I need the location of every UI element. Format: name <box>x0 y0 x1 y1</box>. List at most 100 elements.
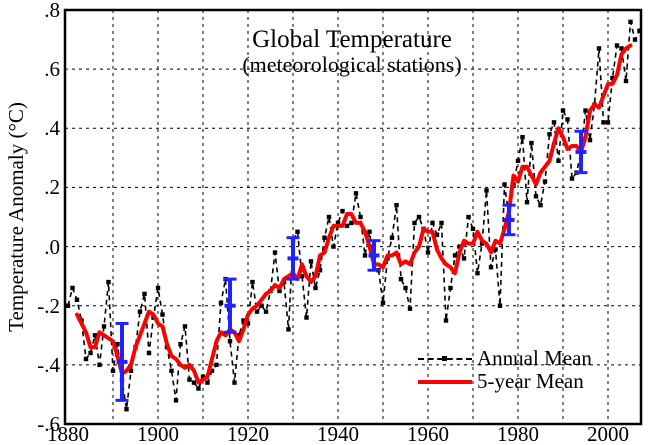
y-tick-label: -.6 <box>37 412 60 436</box>
legend-five-year-sample <box>418 379 472 384</box>
annual-mean-point <box>538 202 543 208</box>
annual-mean-point <box>502 182 507 187</box>
annual-mean-point <box>407 306 413 311</box>
error-bar <box>367 239 381 272</box>
annual-mean-point <box>425 250 431 255</box>
annual-mean-point <box>443 318 449 323</box>
annual-mean-point <box>470 226 476 232</box>
annual-mean-point <box>245 321 251 326</box>
annual-mean-point <box>173 398 179 403</box>
y-tick-label: .6 <box>44 57 60 82</box>
annual-mean-point <box>308 259 314 264</box>
annual-mean-point <box>448 285 453 291</box>
y-tick-label: .2 <box>44 175 60 200</box>
annual-mean-point <box>169 368 174 373</box>
annual-mean-point <box>632 37 638 42</box>
annual-mean-point <box>92 333 98 338</box>
annual-mean-point <box>619 46 624 51</box>
annual-mean-point <box>488 265 494 270</box>
plot-frame <box>63 8 643 426</box>
annual-mean-point <box>277 288 282 294</box>
annual-mean-point <box>416 214 422 220</box>
annual-mean-point <box>389 235 395 240</box>
annual-mean-point <box>367 229 372 234</box>
annual-mean-point <box>362 253 368 258</box>
annual-mean-point <box>475 270 480 276</box>
annual-mean-point <box>551 120 557 125</box>
y-tick-label: .4 <box>44 116 60 141</box>
annual-mean-point <box>610 75 615 81</box>
annual-mean-point <box>110 368 116 373</box>
annual-mean-point <box>542 179 548 184</box>
five-year-mean-line <box>75 43 633 385</box>
annual-mean-point <box>520 134 525 140</box>
annual-mean-point <box>178 341 183 347</box>
annual-mean-point <box>380 300 386 305</box>
y-tick-label: .8 <box>44 0 60 22</box>
x-tick-label: 1940 <box>317 422 359 445</box>
annual-mean-point <box>146 350 152 356</box>
annual-mean-point <box>403 285 408 291</box>
annual-mean-point <box>304 315 309 320</box>
x-tick-label: 1880 <box>47 422 89 445</box>
annual-mean-point <box>191 380 197 385</box>
annual-mean-point <box>439 220 444 226</box>
y-tick-label: -.4 <box>37 352 60 377</box>
annual-mean-point <box>601 120 606 125</box>
annual-mean-point <box>254 309 260 314</box>
annual-mean-point <box>232 380 237 385</box>
y-tick-label: .0 <box>44 234 60 259</box>
annual-mean-point <box>272 250 278 255</box>
annual-mean-point <box>515 158 521 164</box>
annual-mean-point <box>241 318 246 323</box>
annual-mean-point <box>101 324 107 329</box>
x-tick-label: 1900 <box>137 422 179 445</box>
annual-mean-point <box>83 356 89 362</box>
annual-mean-point <box>299 273 305 279</box>
annual-mean-point <box>65 303 71 308</box>
annual-mean-point <box>565 117 570 122</box>
annual-mean-point <box>196 386 201 391</box>
annual-mean-point <box>155 285 161 291</box>
annual-mean-point <box>560 108 566 113</box>
annual-mean-point <box>583 108 588 113</box>
annual-mean-point <box>547 132 552 137</box>
annual-mean-point <box>187 377 192 382</box>
chart-title: Global Temperature <box>252 26 452 53</box>
annual-mean-point <box>259 303 264 308</box>
annual-mean-point <box>533 194 539 199</box>
annual-mean-point <box>124 407 129 412</box>
annual-mean-point <box>326 214 332 220</box>
annual-mean-point <box>205 380 210 385</box>
annual-mean-point <box>313 285 318 291</box>
annual-mean-point <box>317 268 323 273</box>
x-tick-label: 1920 <box>227 422 269 445</box>
annual-mean-point <box>394 202 399 208</box>
annual-mean-point <box>434 232 440 237</box>
annual-mean-point <box>623 78 629 84</box>
annual-mean-point <box>596 46 602 51</box>
annual-mean-point <box>115 341 120 347</box>
annual-mean-line <box>67 21 641 410</box>
annual-mean-point <box>88 350 93 356</box>
error-bar <box>286 236 300 281</box>
annual-mean-point <box>214 362 219 368</box>
annual-mean-point <box>74 297 80 302</box>
annual-mean-point <box>200 374 206 379</box>
annual-mean-point <box>466 214 471 220</box>
annual-mean-point <box>160 312 165 317</box>
annual-mean-point <box>236 333 242 338</box>
x-tick-label: 1980 <box>497 422 539 445</box>
chart-subtitle: (meteorological stations) <box>242 52 462 77</box>
annual-mean-point <box>524 200 530 205</box>
annual-mean-point <box>142 291 147 297</box>
annual-mean-point <box>182 324 188 329</box>
annual-mean-point <box>358 214 363 220</box>
annual-mean-point <box>398 276 404 282</box>
annual-mean-point <box>614 43 620 48</box>
legend-five-year-label: 5-year Mean <box>477 369 584 393</box>
annual-mean-point <box>484 188 489 193</box>
legend-item-annual-mean: Annual Mean <box>418 347 592 370</box>
annual-mean-point <box>263 309 269 314</box>
